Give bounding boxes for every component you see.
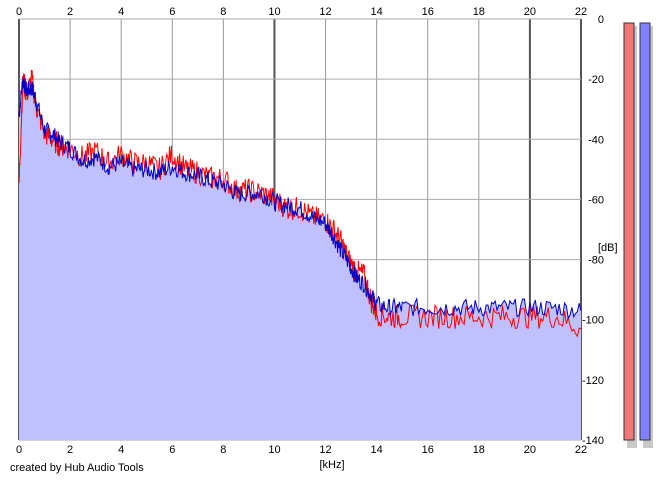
x-tick-label-top: 6 — [169, 6, 175, 18]
meter-right — [639, 22, 651, 441]
x-tick-label-top: 22 — [575, 6, 587, 18]
x-tick-label-top: 12 — [319, 6, 331, 18]
x-tick-label-top: 20 — [524, 6, 536, 18]
series-lines — [18, 69, 582, 338]
y-tick-label: -20 — [588, 74, 604, 86]
x-tick-label-bottom: 14 — [371, 444, 383, 456]
y-axis-label: [dB] — [598, 242, 618, 254]
x-tick-label-bottom: 6 — [169, 444, 175, 456]
credit-text: created by Hub Audio Tools — [10, 462, 144, 474]
x-tick-label-top: 4 — [118, 6, 124, 18]
y-tick-label: -60 — [588, 194, 604, 206]
y-tick-label: -120 — [582, 375, 604, 387]
x-tick-label-bottom: 10 — [268, 444, 280, 456]
x-tick-label-bottom: 18 — [473, 444, 485, 456]
x-tick-label-bottom: 16 — [422, 444, 434, 456]
y-tick-label: -40 — [588, 134, 604, 146]
x-tick-label-bottom: 12 — [319, 444, 331, 456]
spectrum-fill — [19, 77, 581, 441]
x-tick-label-bottom: 4 — [118, 444, 124, 456]
x-tick-label-top: 16 — [422, 6, 434, 18]
x-tick-label-top: 8 — [220, 6, 226, 18]
y-tick-label: 0 — [598, 14, 604, 26]
x-tick-label-bottom: 2 — [67, 444, 73, 456]
x-tick-label-top: 18 — [473, 6, 485, 18]
y-tick-label: -80 — [588, 255, 604, 267]
series-red-line — [18, 69, 582, 338]
x-tick-label-bottom: 20 — [524, 444, 536, 456]
spectrum-fill-area — [19, 77, 581, 441]
x-tick-label-top: 2 — [67, 6, 73, 18]
y-tick-labels: 0 -20 -40 -60 -80 -100 -120 -140 — [582, 14, 604, 447]
x-tick-label-bottom: 8 — [220, 444, 226, 456]
x-tick-label-top: 0 — [16, 6, 22, 18]
y-tick-label: -140 — [582, 435, 604, 447]
meter-left — [623, 22, 635, 441]
x-tick-label-top: 10 — [268, 6, 280, 18]
x-axis-label: [kHz] — [319, 459, 344, 471]
x-tick-label-top: 14 — [371, 6, 383, 18]
x-tick-labels-top: 0 2 4 6 8 10 12 14 16 18 20 22 — [16, 6, 587, 18]
x-tick-label-bottom: 0 — [16, 444, 22, 456]
x-tick-label-bottom: 22 — [575, 444, 587, 456]
y-tick-label: -100 — [582, 315, 604, 327]
series-blue-line — [18, 76, 582, 320]
level-meters — [623, 22, 653, 448]
x-tick-labels-bottom: 0 2 4 6 8 10 12 14 16 18 20 22 — [16, 444, 587, 456]
